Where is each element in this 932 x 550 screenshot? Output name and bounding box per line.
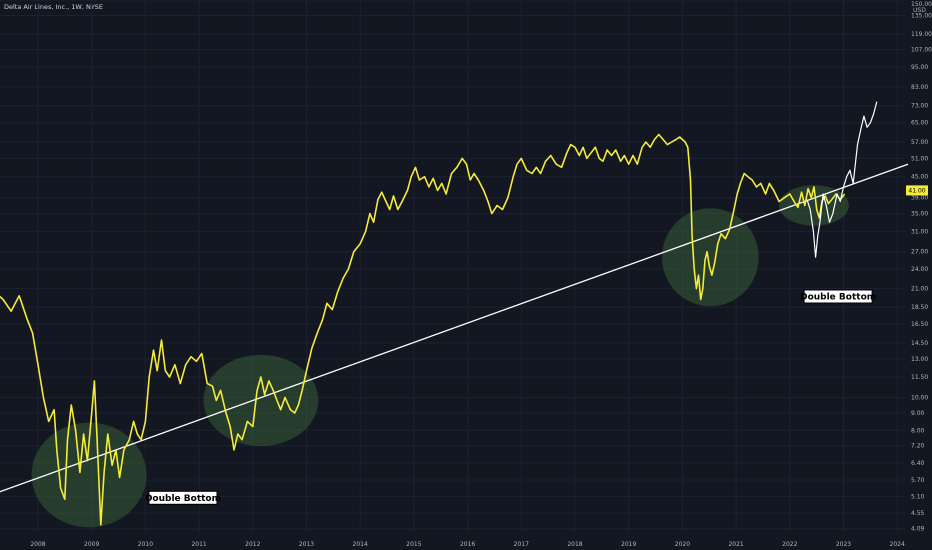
x-tick-label: 2016 [460, 541, 475, 548]
annotation-label: Double Bottom [800, 293, 876, 303]
annotation-double-bottom[interactable]: Double Bottom [145, 490, 221, 505]
y-tick-label: 7.20 [911, 443, 925, 450]
y-tick-label: 8.00 [911, 427, 925, 434]
y-tick-label: 6.40 [911, 460, 925, 467]
x-tick-label: 2024 [890, 541, 905, 548]
y-tick-label: 5.10 [911, 493, 925, 500]
annotation-box [803, 289, 873, 304]
y-tick-label: 10.00 [911, 395, 928, 402]
y-tick-label: 27.00 [911, 249, 928, 256]
y-tick-label: 39.00 [911, 195, 928, 202]
chart-title: Delta Air Lines, Inc., 1W, NYSE [4, 3, 104, 11]
y-tick-label: 21.00 [911, 286, 928, 293]
y-tick-label: 73.00 [911, 103, 928, 110]
highlight-zone[interactable] [661, 208, 759, 307]
currency-label: USD [913, 7, 926, 14]
y-tick-label: 95.00 [911, 64, 928, 71]
x-tick-label: 2011 [191, 541, 206, 548]
x-tick-label: 2010 [138, 541, 153, 548]
y-tick-label: 16.50 [911, 321, 928, 328]
x-axis[interactable]: 2008 2009 2010 2011 2012 2013 2014 2015 2016 2017… [30, 541, 905, 548]
y-tick-label: 18.50 [911, 304, 928, 311]
x-tick-label: 2017 [514, 541, 529, 548]
y-tick-label: 150.00 [911, 1, 932, 8]
x-tick-label: 2023 [836, 541, 851, 548]
grid-lines [0, 0, 905, 532]
y-tick-label: 11.50 [911, 374, 928, 381]
x-tick-label: 2012 [245, 541, 260, 548]
y-tick-label: 35.00 [911, 211, 928, 218]
highlight-zone[interactable] [203, 354, 319, 447]
y-tick-label: 45.00 [911, 174, 928, 181]
x-tick-label: 2019 [621, 541, 636, 548]
x-tick-label: 2021 [728, 541, 743, 548]
y-tick-label: 9.00 [911, 410, 925, 417]
y-tick-label: 135.00 [911, 12, 932, 19]
y-axis[interactable]: 150.00 135.00 119.00 107.00 95.00 83.00 73.00 6… [906, 1, 932, 533]
annotation-box [148, 490, 218, 505]
x-tick-label: 2009 [84, 541, 99, 548]
y-tick-label: 107.00 [911, 47, 932, 54]
y-tick-label: 13.00 [911, 356, 928, 363]
price-line-white[interactable] [806, 101, 878, 258]
y-tick-label: 119.00 [911, 31, 932, 38]
y-tick-label: 51.00 [911, 155, 928, 162]
annotation-label: Double Bottom [145, 494, 221, 504]
trendline-layer [0, 163, 909, 493]
price-lines [0, 101, 878, 526]
trendline[interactable] [0, 163, 909, 493]
x-tick-label: 2008 [30, 541, 45, 548]
x-tick-label: 2013 [299, 541, 314, 548]
x-tick-label: 2015 [406, 541, 421, 548]
annotation-double-bottom[interactable]: Double Bottom [800, 289, 876, 304]
y-tick-label: 5.70 [911, 477, 925, 484]
last-price-badge: 41.00 [906, 185, 928, 196]
x-tick-label: 2020 [675, 541, 690, 548]
x-tick-label: 2014 [353, 541, 368, 548]
last-price-bg [906, 185, 928, 196]
y-tick-label: 65.00 [911, 120, 928, 127]
y-tick-label: 14.50 [911, 340, 928, 347]
price-line-yellow[interactable] [0, 133, 846, 526]
last-price-label: 41.00 [908, 188, 925, 195]
x-tick-label: 2018 [567, 541, 582, 548]
y-tick-label: 83.00 [911, 84, 928, 91]
y-tick-label: 57.00 [911, 139, 928, 146]
x-tick-label: 2022 [782, 541, 797, 548]
y-tick-label: 31.00 [911, 228, 928, 235]
annotations: Double Bottom Double Bottom [145, 289, 876, 505]
y-tick-label: 24.00 [911, 266, 928, 273]
y-tick-label: 4.09 [911, 526, 925, 533]
y-tick-label: 4.55 [911, 510, 925, 517]
